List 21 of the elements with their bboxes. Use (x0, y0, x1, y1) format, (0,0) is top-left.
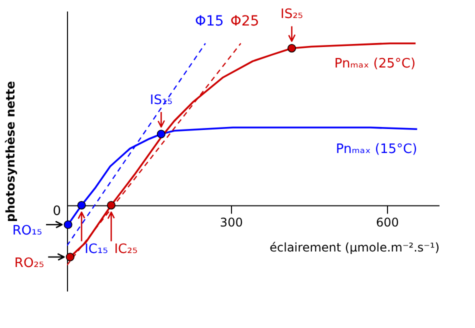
annotation: IS₂₅ (280, 7, 304, 22)
series-label: Pnₘₐₓ (25°C) (334, 56, 416, 72)
point (156, 130, 166, 138)
point (106, 200, 116, 210)
x-axis-title: éclairement (µmole.m⁻².s⁻¹) (270, 240, 440, 255)
annotation: RO₁₅ (12, 224, 42, 239)
annotation: RO₂₅ (14, 256, 44, 272)
x-tick-label: 300 (220, 216, 243, 230)
series-label: Φ15 (194, 13, 224, 30)
point (77, 200, 86, 210)
text: 0 (52, 204, 61, 220)
annotation: IC₁₅ (84, 242, 108, 258)
point (66, 252, 74, 262)
annotation: IC₂₅ (114, 242, 138, 258)
y-axis-title: photosynthèse nette (4, 80, 18, 222)
point (287, 44, 296, 52)
series-label: Pnₘₐₓ (15°C) (336, 142, 418, 158)
x-tick-label: 600 (376, 216, 399, 230)
point (64, 220, 72, 229)
series-label: Φ25 (230, 13, 260, 30)
annotation: IS₁₅ (150, 93, 172, 108)
